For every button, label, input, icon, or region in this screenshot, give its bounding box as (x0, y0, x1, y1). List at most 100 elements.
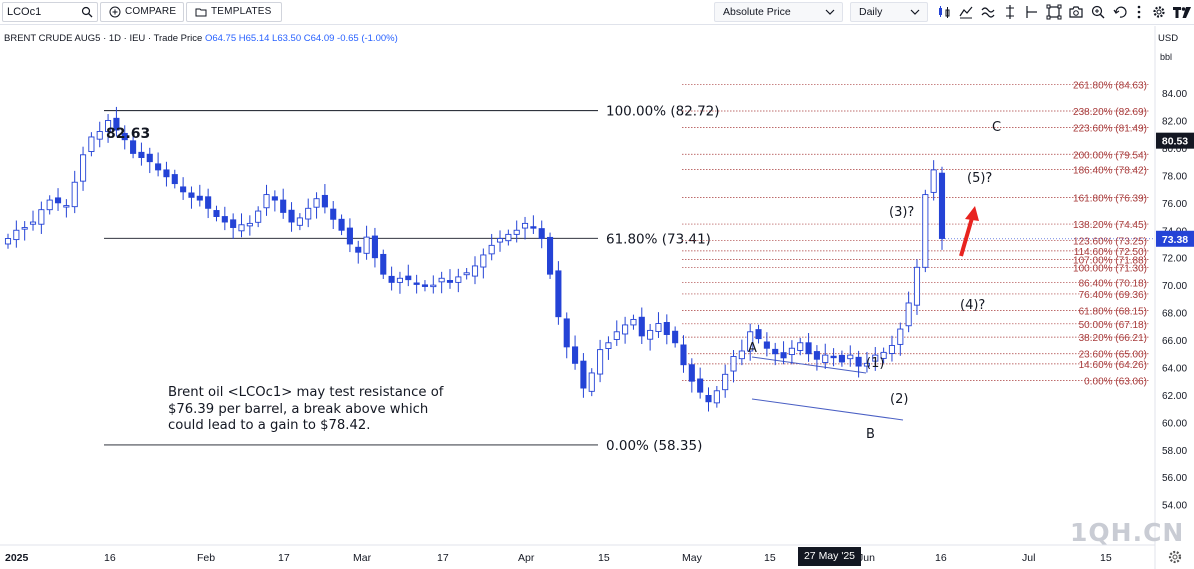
price-legend: BRENT CRUDE AUG5 · 1D · IEU · Trade Pric… (4, 33, 398, 44)
candle-body (480, 254, 487, 268)
crosshair-icon[interactable] (1002, 4, 1018, 20)
candle-body (755, 329, 762, 340)
candle-body (121, 132, 128, 141)
candle-body (938, 172, 946, 239)
fib-minor-label: 14.60% (64.26) (1079, 360, 1147, 371)
candle-body (196, 195, 203, 201)
fib-minor-label: 38.20% (66.21) (1079, 333, 1147, 344)
templates-button[interactable]: TEMPLATES (186, 2, 282, 22)
candle-body (838, 354, 845, 363)
search-icon[interactable] (81, 6, 93, 18)
candle-body (388, 275, 395, 283)
time-tick-label: Jun (858, 552, 875, 564)
fib-minor-label: 86.40% (70.18) (1079, 279, 1147, 290)
up-arrow-head (965, 206, 979, 221)
wave-label-1: (1) (866, 356, 884, 371)
candle-body (638, 316, 645, 337)
candle-body (146, 153, 153, 163)
fib-major-label: 61.80% (73.41) (606, 231, 711, 247)
top-toolbar: LCOc1 COMPARE TEMPLATES Absolute Price D… (0, 0, 1194, 25)
templates-label: TEMPLATES (211, 6, 272, 17)
fullscreen-icon[interactable] (1046, 4, 1062, 20)
candle-body (255, 210, 262, 223)
candle-body (563, 318, 570, 348)
price-mode-value: Absolute Price (723, 6, 791, 18)
candle-body (680, 344, 687, 366)
candle-body (613, 331, 620, 340)
candle-body (205, 196, 212, 209)
fib-minor-label: 186.40% (78.42) (1073, 166, 1147, 177)
wave-icon[interactable] (980, 4, 996, 20)
price-tick-label: 66.00 (1162, 336, 1187, 347)
compare-button[interactable]: COMPARE (100, 2, 184, 22)
camera-icon[interactable] (1068, 4, 1084, 20)
price-tick-label: 80.00 (1162, 144, 1187, 155)
candle-body (280, 199, 287, 213)
candle-body (813, 351, 820, 360)
open-value: O64.75 (204, 33, 237, 44)
wave-label-5: (5)? (967, 171, 992, 186)
commentary-line-3: could lead to a gain to $78.42. (168, 418, 370, 433)
candle-body (647, 329, 654, 340)
candle-body (180, 186, 187, 193)
price-tick-label: 78.00 (1162, 171, 1187, 182)
candle-body (21, 227, 28, 230)
candle-body (346, 227, 353, 245)
candle-body (855, 356, 862, 367)
candle-body (905, 302, 912, 327)
candle-body (421, 284, 429, 287)
candle-body (872, 354, 879, 362)
candle-body (313, 198, 320, 208)
candle-body (572, 346, 579, 364)
time-tick-label: 16 (935, 552, 947, 564)
candle-body (622, 324, 629, 335)
candle-body (455, 276, 462, 283)
candle-body (788, 347, 795, 356)
candle-body (688, 364, 695, 382)
candles-icon[interactable] (936, 4, 952, 20)
candle-body (71, 181, 78, 208)
undo-icon[interactable] (1112, 4, 1128, 20)
candle-body (96, 131, 103, 140)
candle-body (130, 140, 137, 154)
candle-body (63, 205, 70, 208)
trend-icon[interactable] (1024, 4, 1040, 20)
candle-body (630, 318, 637, 326)
brand-logo-icon (1173, 7, 1191, 18)
candle-body (296, 217, 303, 226)
channel-upper-line (751, 356, 867, 374)
price-tick-label: 72.00 (1162, 254, 1187, 265)
price-mode-select[interactable]: Absolute Price (714, 2, 843, 22)
fib-minor-label: 161.80% (76.39) (1073, 193, 1147, 204)
more-icon[interactable] (1131, 4, 1147, 20)
candle-body (163, 169, 170, 178)
commentary-line-2: $76.39 per barrel, a break above which (168, 402, 428, 417)
zoom-icon[interactable] (1090, 4, 1106, 20)
candle-body (438, 277, 445, 283)
candle-body (547, 236, 554, 275)
wave-label-b: B (866, 427, 875, 442)
indicators-icon[interactable] (958, 4, 974, 20)
time-tick-label: 15 (1100, 552, 1112, 564)
symbol-search-input[interactable]: LCOc1 (2, 2, 98, 22)
currency-label[interactable]: USD (1158, 33, 1179, 44)
channel-lower-line (751, 398, 904, 421)
chevron-down-icon (825, 9, 835, 15)
time-tick-label: Apr (518, 552, 535, 564)
interval-select[interactable]: Daily (850, 2, 928, 22)
price-tick-label: 82.00 (1162, 117, 1187, 128)
settings-icon[interactable] (1167, 549, 1183, 565)
plus-circle-icon (109, 6, 121, 18)
settings-icon[interactable] (1151, 4, 1167, 20)
time-tick-label: Mar (353, 552, 372, 564)
fib-minor-label: 23.60% (65.00) (1079, 350, 1147, 361)
candle-body (246, 222, 253, 227)
unit-label[interactable]: bbl (1160, 52, 1173, 62)
candle-body (138, 151, 145, 158)
price-tick-label: 56.00 (1162, 473, 1187, 484)
candle-body (697, 378, 704, 393)
candle-body (772, 348, 779, 355)
time-tick-label: Jul (1022, 552, 1035, 564)
wave-label-c: C (992, 120, 1001, 135)
